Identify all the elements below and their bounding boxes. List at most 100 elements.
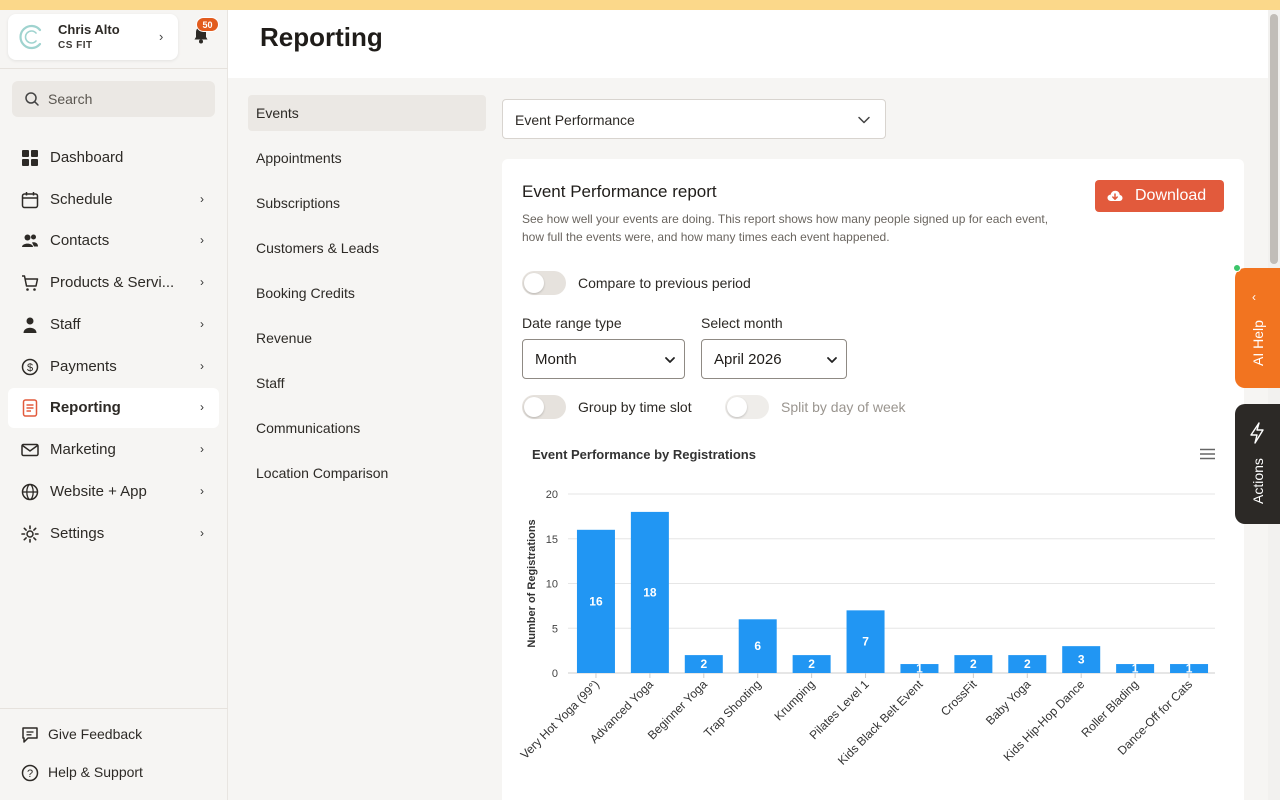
- chevron-right-icon: ›: [200, 192, 204, 206]
- download-label: Download: [1135, 187, 1207, 204]
- svg-text:$: $: [27, 362, 33, 374]
- y-tick-label: 15: [546, 534, 558, 546]
- profile-switcher[interactable]: Chris Alto CS FIT ›: [8, 14, 178, 60]
- help-icon: ?: [21, 764, 39, 782]
- chevron-down-icon: [827, 357, 837, 363]
- actions-tab[interactable]: Actions: [1235, 404, 1280, 524]
- dashboard-icon: [22, 150, 38, 166]
- subnav-location-comparison[interactable]: Location Comparison: [248, 455, 486, 491]
- sidebar-item-dashboard[interactable]: Dashboard: [8, 138, 219, 178]
- hamburger-menu-icon[interactable]: [1199, 447, 1216, 461]
- cloud-download-icon: [1107, 190, 1123, 201]
- subnav-label: Customers & Leads: [256, 240, 379, 256]
- ai-help-tab[interactable]: ‹ AI Help: [1233, 264, 1280, 388]
- sidebar-item-label: Staff: [50, 316, 81, 333]
- brand-logo-icon: [19, 24, 42, 50]
- help-support-label: Help & Support: [48, 764, 143, 780]
- search-input[interactable]: [48, 89, 208, 109]
- chevron-right-icon: ›: [200, 400, 204, 414]
- chevron-right-icon: ›: [200, 317, 204, 331]
- subnav-events[interactable]: Events: [248, 95, 486, 131]
- subnav-staff[interactable]: Staff: [248, 365, 486, 401]
- y-tick-label: 20: [546, 489, 558, 501]
- bar: [738, 619, 777, 673]
- report-description: See how well your events are doing. This…: [522, 212, 1049, 244]
- online-indicator: [1233, 264, 1241, 272]
- chevron-right-icon: ›: [200, 442, 204, 456]
- actions-label: Actions: [1250, 458, 1266, 504]
- y-tick-label: 10: [546, 579, 558, 591]
- subnav-revenue[interactable]: Revenue: [248, 320, 486, 356]
- sidebar-item-marketing[interactable]: Marketing ›: [8, 430, 219, 470]
- chevron-left-icon: ‹: [1252, 290, 1256, 304]
- group-by-time-slot-label: Group by time slot: [578, 399, 692, 415]
- divider: [0, 68, 228, 69]
- sidebar-item-settings[interactable]: Settings ›: [8, 514, 219, 554]
- chevron-right-icon: ›: [200, 275, 204, 289]
- sidebar-item-label: Contacts: [50, 232, 110, 249]
- sidebar-item-contacts[interactable]: Contacts ›: [8, 221, 219, 261]
- sidebar-item-label: Dashboard: [50, 149, 124, 166]
- y-axis-label: Number of Registrations: [526, 519, 538, 647]
- scrollbar-thumb[interactable]: [1270, 14, 1278, 264]
- sidebar-item-reporting[interactable]: Reporting ›: [8, 388, 219, 428]
- download-button[interactable]: Download: [1095, 180, 1224, 212]
- x-tick-label: CrossFit: [938, 677, 980, 719]
- report-icon: [22, 399, 38, 417]
- subnav-label: Subscriptions: [256, 195, 341, 211]
- chart-title: Event Performance by Registrations: [532, 447, 756, 462]
- group-by-time-slot-toggle[interactable]: [522, 395, 566, 419]
- bar-value-label: 1: [916, 662, 923, 676]
- bar-value-label: 2: [1024, 657, 1031, 671]
- bar-value-label: 2: [970, 657, 977, 671]
- sidebar-item-label: Products & Servi...: [50, 274, 175, 291]
- bar-value-label: 3: [1078, 653, 1085, 667]
- split-by-day-toggle[interactable]: [725, 395, 769, 419]
- mail-icon: [21, 443, 39, 457]
- month-select[interactable]: April 2026: [701, 339, 847, 379]
- date-range-select[interactable]: Month: [522, 339, 685, 379]
- bar-value-label: 7: [862, 635, 869, 649]
- chevron-right-icon: ›: [200, 526, 204, 540]
- report-title: Event Performance report: [522, 182, 717, 201]
- subnav-subscriptions[interactable]: Subscriptions: [248, 185, 486, 221]
- month-value: April 2026: [714, 351, 782, 368]
- sidebar: Chris Alto CS FIT › 50 Dashboard Schedul…: [0, 10, 228, 800]
- compare-label: Compare to previous period: [578, 275, 751, 291]
- sidebar-item-products[interactable]: Products & Servi... ›: [8, 263, 219, 303]
- report-type-select[interactable]: Event Performance: [502, 99, 886, 139]
- subnav-label: Appointments: [256, 150, 342, 166]
- date-range-label: Date range type: [522, 315, 622, 331]
- subnav-label: Communications: [256, 420, 361, 436]
- month-label: Select month: [701, 315, 783, 331]
- bar-value-label: 1: [1132, 662, 1139, 676]
- x-tick-label: Trap Shooting: [701, 677, 764, 740]
- subnav-appointments[interactable]: Appointments: [248, 140, 486, 176]
- sidebar-item-payments[interactable]: $ Payments ›: [8, 347, 219, 387]
- search-box[interactable]: [12, 81, 215, 117]
- subnav-label: Booking Credits: [256, 285, 355, 301]
- bar-value-label: 2: [700, 657, 707, 671]
- chevron-down-icon: [858, 116, 870, 124]
- sidebar-item-label: Schedule: [50, 191, 113, 208]
- report-card: Event Performance report See how well yo…: [502, 159, 1244, 800]
- subnav-label: Events: [256, 105, 299, 121]
- profile-org: CS FIT: [58, 40, 93, 51]
- sidebar-item-staff[interactable]: Staff ›: [8, 305, 219, 345]
- x-tick-label: Very Hot Yoga (99°): [518, 677, 603, 762]
- bar: [1008, 655, 1047, 673]
- bar: [900, 664, 939, 673]
- sidebar-item-website[interactable]: Website + App ›: [8, 472, 219, 512]
- sidebar-item-schedule[interactable]: Schedule ›: [8, 180, 219, 220]
- subnav-label: Staff: [256, 375, 285, 391]
- compare-toggle[interactable]: [522, 271, 566, 295]
- notification-badge: 50: [196, 17, 219, 32]
- page-title: Reporting: [260, 22, 383, 52]
- subnav-communications[interactable]: Communications: [248, 410, 486, 446]
- subnav-customers-leads[interactable]: Customers & Leads: [248, 230, 486, 266]
- y-tick-label: 0: [552, 668, 558, 680]
- ai-help-label: AI Help: [1250, 320, 1266, 366]
- subnav-booking-credits[interactable]: Booking Credits: [248, 275, 486, 311]
- bar-value-label: 18: [643, 585, 657, 599]
